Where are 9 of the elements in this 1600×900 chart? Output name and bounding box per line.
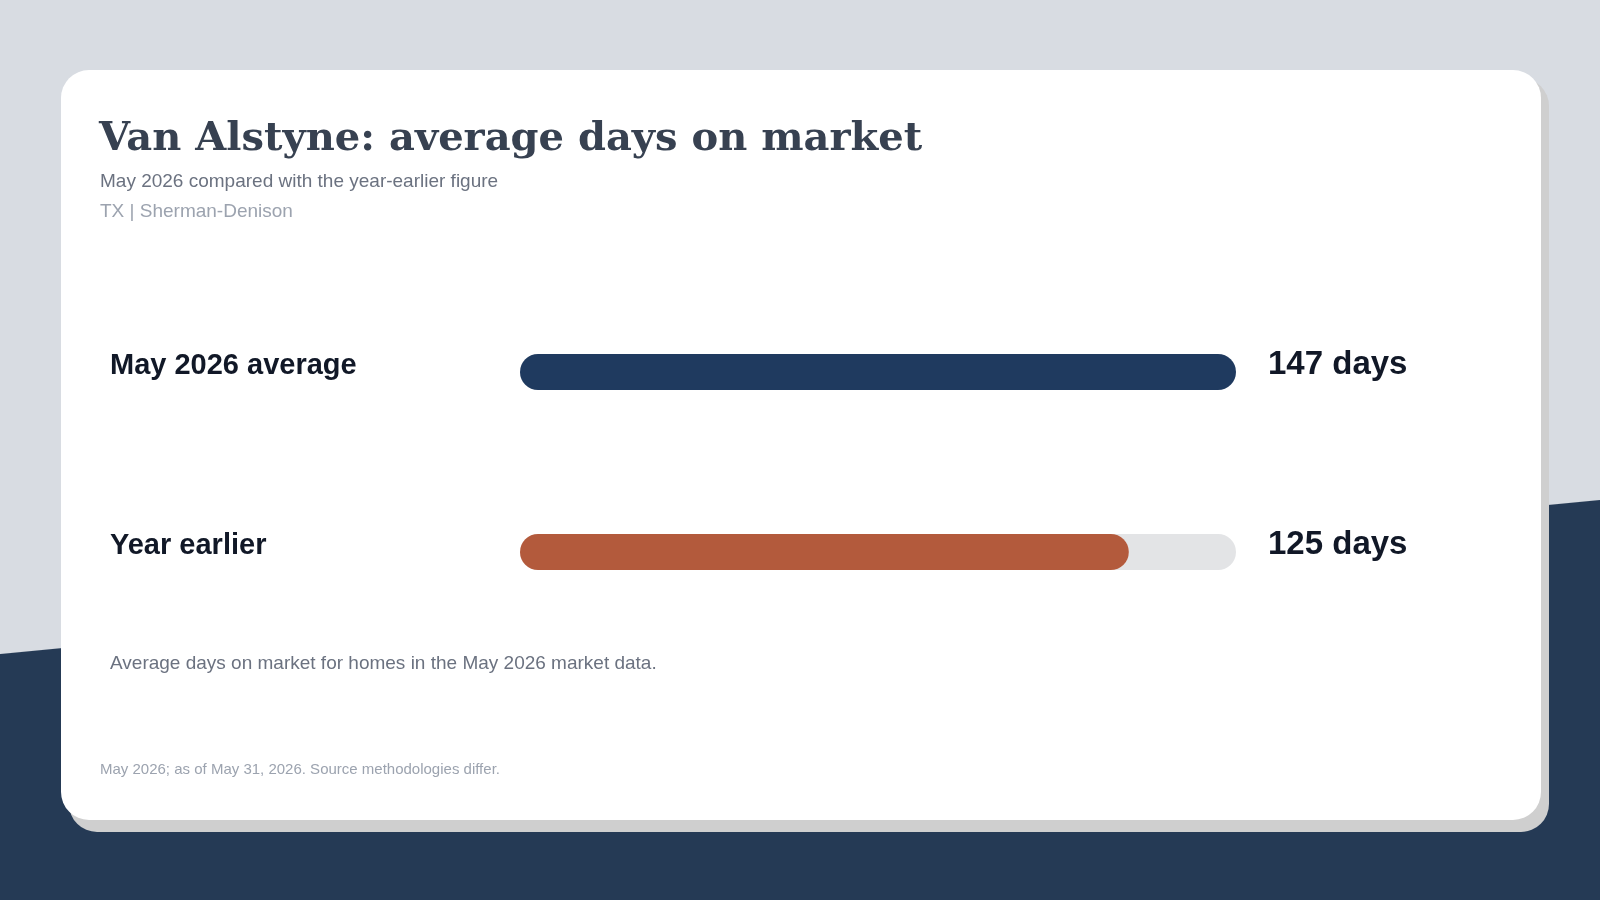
text: May 2026; as of May 31, 2026. Source methodologies differ.: [100, 760, 500, 777]
y-tick-label: May 2026 average: [110, 348, 357, 380]
text: Average days on market for homes in the May 2026 market data.: [110, 652, 657, 673]
y-tick-label: Year earlier: [110, 528, 267, 560]
chart-title: Van Alstyne: average days on market: [98, 112, 923, 159]
data-label: 147 days: [1268, 344, 1408, 381]
data-label: 125 days: [1268, 524, 1408, 561]
text: May 2026 compared with the year-earlier figure: [100, 170, 499, 191]
text: TX | Sherman-Denison: [100, 200, 293, 221]
